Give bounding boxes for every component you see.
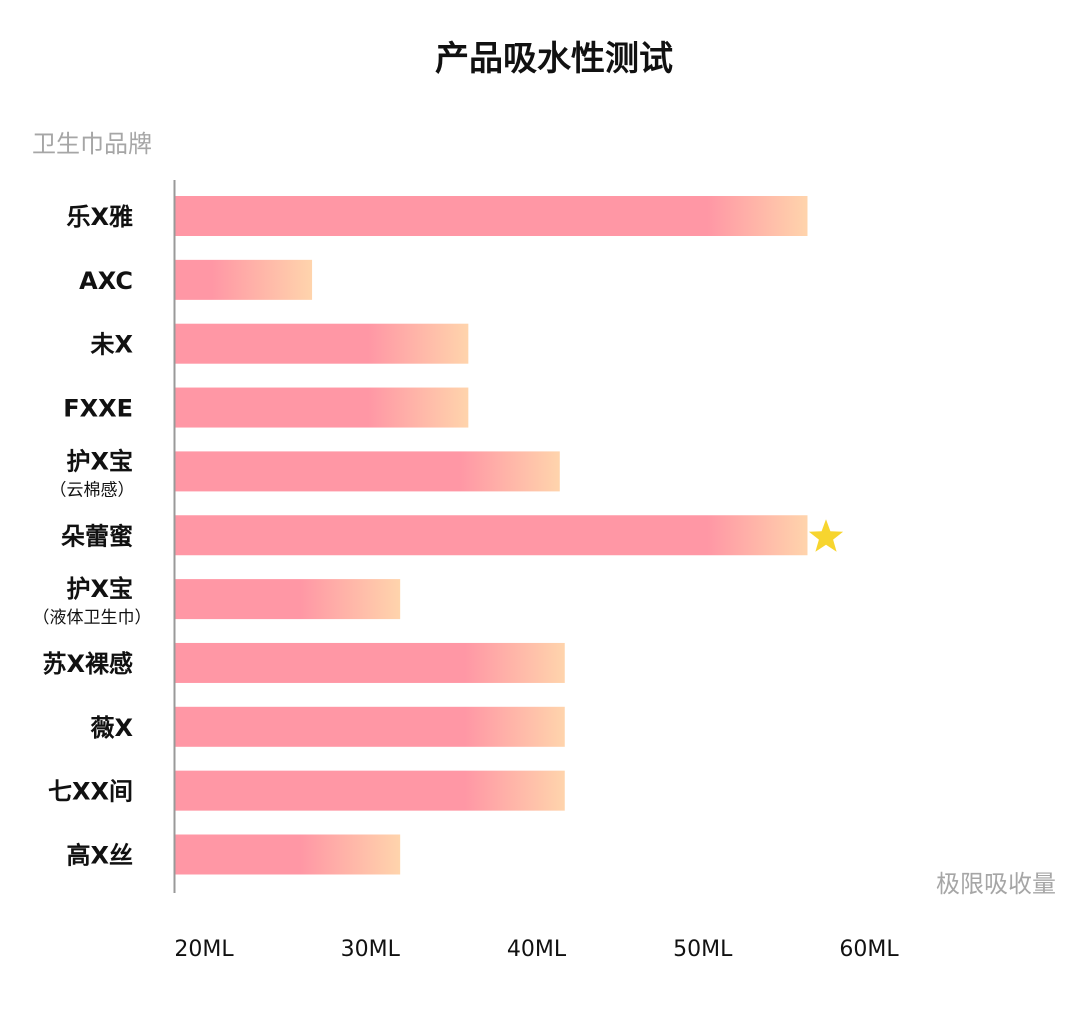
x-tick-label-2: 40ML	[507, 937, 567, 962]
x-axis-title: 极限吸收量	[936, 870, 1056, 898]
y-axis-title: 卫生巾品牌	[32, 130, 152, 158]
category-label-10: 高X丝	[66, 842, 133, 870]
category-sublabel-4: （云棉感）	[50, 480, 135, 500]
category-label-9: 七XX间	[48, 778, 133, 806]
bar-3	[175, 387, 469, 428]
x-tick-label-3: 50ML	[673, 937, 733, 962]
x-tick-label-0: 20ML	[174, 937, 234, 962]
x-tick-labels: 20ML 30ML 40ML 50ML 60ML	[174, 937, 899, 962]
bar-4	[175, 451, 560, 492]
category-label-4: 护X宝	[66, 447, 133, 475]
category-label-7: 苏X裸感	[42, 650, 133, 678]
category-label-6: 护X宝	[66, 575, 133, 603]
category-label-5: 朵蕾蜜	[61, 522, 133, 550]
category-label-1: AXC	[79, 267, 133, 295]
bar-5	[175, 515, 808, 556]
x-tick-label-1: 30ML	[341, 937, 401, 962]
category-label-8: 薇X	[90, 714, 133, 742]
bar-1	[175, 259, 313, 300]
bars-group	[175, 196, 844, 875]
bar-10	[175, 834, 401, 875]
bar-0	[175, 196, 808, 236]
category-sublabel-6: （液体卫生巾）	[33, 608, 152, 628]
category-label-3: FXXE	[63, 395, 133, 423]
bar-6	[175, 579, 401, 620]
x-tick-label-4: 60ML	[839, 937, 899, 962]
bar-7	[175, 642, 565, 683]
bar-2	[175, 323, 469, 364]
bar-8	[175, 706, 565, 747]
chart-title: 产品吸水性测试	[435, 39, 673, 79]
bar-9	[175, 770, 565, 811]
star-icon	[808, 519, 844, 552]
category-labels: 乐X雅AXC未XFXXE护X宝（云棉感）朵蕾蜜护X宝（液体卫生巾）苏X裸感薇X七…	[33, 203, 152, 870]
category-label-0: 乐X雅	[66, 203, 133, 231]
category-label-2: 未X	[90, 331, 133, 359]
